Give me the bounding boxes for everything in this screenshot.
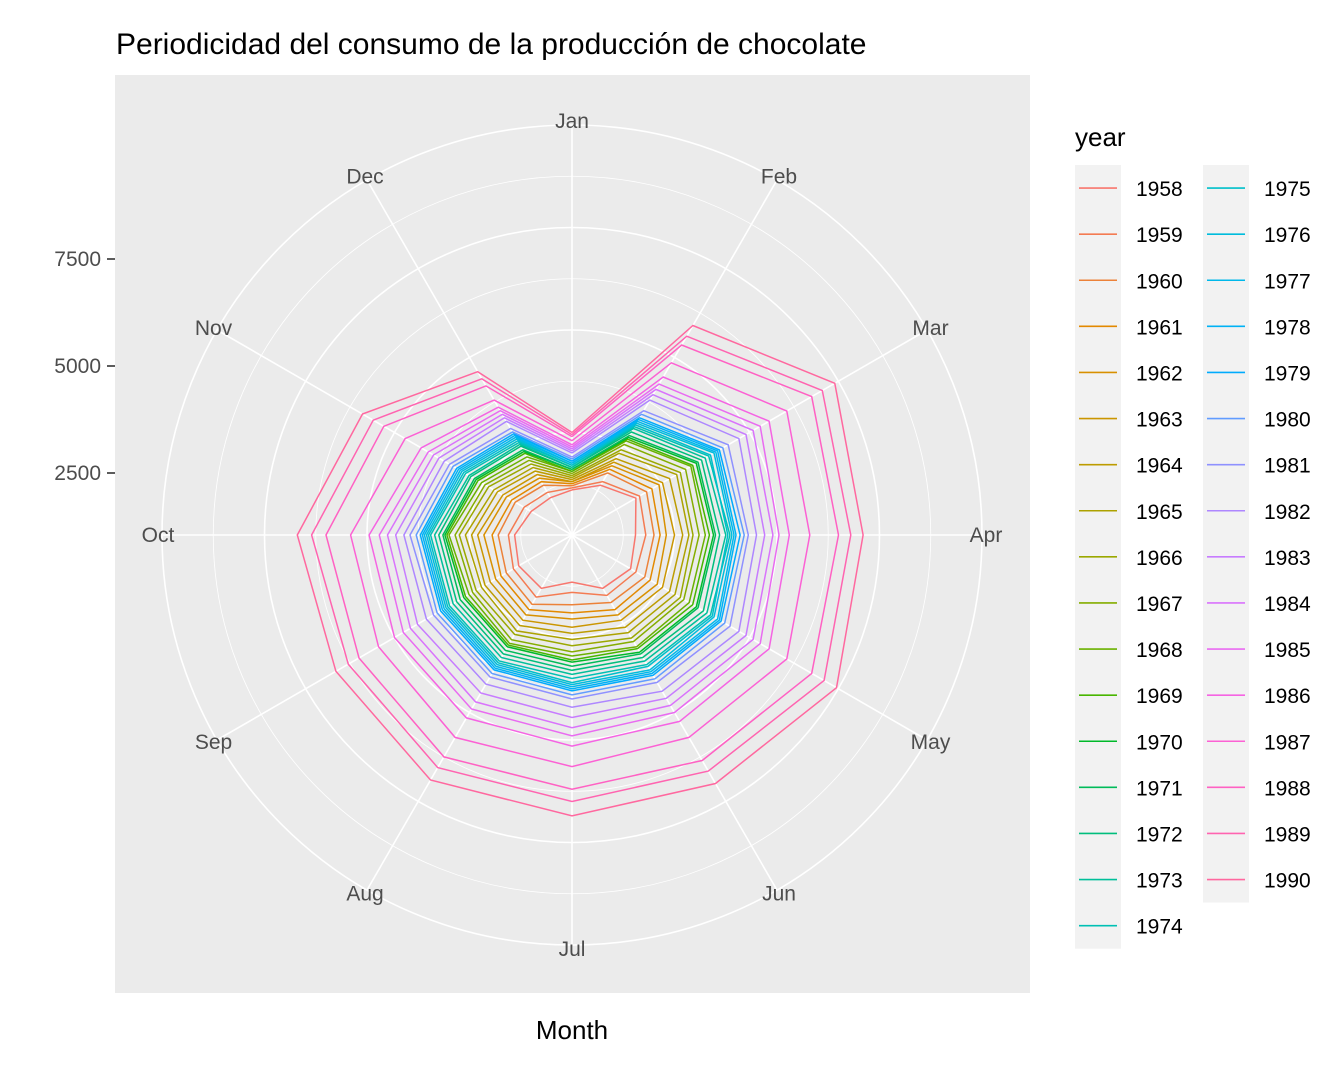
- month-label: Jan: [555, 110, 589, 133]
- legend-label-1965: 1965: [1136, 501, 1183, 524]
- legend-label-1981: 1981: [1264, 455, 1311, 478]
- series-layer: [296, 324, 864, 817]
- series-line-1965: [464, 452, 690, 641]
- series-line-1973: [433, 427, 727, 676]
- legend-label-1958: 1958: [1136, 178, 1183, 201]
- series-line-1974: [429, 425, 731, 680]
- series-line-1990: [296, 324, 864, 817]
- legend-label-1984: 1984: [1264, 593, 1311, 616]
- legend: year 1958 1959 1960 1961 1962 1963 1964 1965 196…: [1075, 122, 1311, 949]
- legend-label-1988: 1988: [1264, 777, 1311, 800]
- legend-label-1977: 1977: [1264, 270, 1311, 293]
- series-line-1967: [454, 443, 700, 653]
- legend-label-1989: 1989: [1264, 823, 1311, 846]
- grid-spoke: [571, 179, 778, 536]
- r-tick-label: 5000: [54, 355, 101, 378]
- series-line-1962: [483, 464, 668, 620]
- month-label: Aug: [346, 883, 383, 906]
- grid-spoke: [366, 179, 573, 536]
- month-label: Feb: [761, 166, 797, 189]
- legend-label-1987: 1987: [1264, 731, 1311, 754]
- series-line-1975: [427, 424, 729, 684]
- series-line-1972: [437, 431, 721, 672]
- legend-label-1968: 1968: [1136, 639, 1183, 662]
- legend-label-1978: 1978: [1264, 316, 1311, 339]
- month-label: Dec: [346, 166, 383, 189]
- legend-label-1966: 1966: [1136, 547, 1183, 570]
- legend-label-1971: 1971: [1136, 777, 1183, 800]
- series-line-1988: [325, 344, 840, 790]
- chart-title: Periodicidad del consumo de la producció…: [116, 28, 866, 61]
- legend-label-1964: 1964: [1136, 455, 1183, 478]
- legend-label-1973: 1973: [1136, 870, 1183, 893]
- series-line-1966: [458, 448, 694, 647]
- series-line-1969: [446, 438, 711, 661]
- legend-label-1982: 1982: [1264, 501, 1311, 524]
- series-line-1979: [419, 416, 741, 692]
- legend-label-1986: 1986: [1264, 685, 1311, 708]
- series-line-1987: [349, 361, 811, 768]
- legend-label-1961: 1961: [1136, 316, 1183, 339]
- legend-label-1962: 1962: [1136, 362, 1183, 385]
- month-label: Sep: [195, 731, 232, 754]
- series-line-1980: [415, 413, 745, 696]
- legend-label-1985: 1985: [1264, 639, 1311, 662]
- series-line-1986: [368, 376, 791, 747]
- series-line-1982: [403, 399, 758, 708]
- r-tick-label: 2500: [54, 462, 101, 485]
- series-line-1971: [442, 434, 717, 667]
- series-line-1983: [394, 393, 766, 719]
- month-label: Jun: [762, 883, 796, 906]
- month-label: Oct: [142, 524, 175, 547]
- series-line-1961: [491, 468, 661, 614]
- x-axis-label: Month: [536, 1015, 608, 1045]
- month-label: Mar: [912, 317, 948, 340]
- month-label: Apr: [970, 524, 1003, 547]
- grid-spoke: [366, 534, 573, 891]
- legend-title: year: [1075, 122, 1126, 152]
- legend-label-1979: 1979: [1264, 362, 1311, 385]
- radial-axis: 2500 5000 7500: [54, 248, 115, 485]
- legend-label-1959: 1959: [1136, 224, 1183, 247]
- grid-spoke: [571, 329, 928, 536]
- series-line-1970: [444, 436, 715, 663]
- r-tick-label: 7500: [54, 248, 101, 271]
- series-line-1958: [513, 484, 637, 590]
- legend-label-1976: 1976: [1264, 224, 1311, 247]
- legend-label-1975: 1975: [1264, 178, 1311, 201]
- series-line-1989: [310, 335, 852, 803]
- month-label: Jul: [559, 938, 586, 961]
- series-line-1964: [470, 457, 684, 635]
- legend-label-1972: 1972: [1136, 823, 1183, 846]
- legend-key-bg: [1203, 165, 1249, 903]
- month-label: May: [911, 731, 951, 754]
- month-label: Nov: [195, 317, 233, 340]
- series-line-1977: [423, 420, 735, 688]
- legend-label-1970: 1970: [1136, 731, 1183, 754]
- series-line-1978: [421, 418, 737, 690]
- series-line-1985: [378, 383, 780, 737]
- legend-label-1969: 1969: [1136, 685, 1183, 708]
- series-line-1981: [409, 409, 750, 700]
- month-labels: Jan Feb Mar Apr May Jun Jul Aug Sep Oct Nov Dec: [142, 110, 1003, 961]
- legend-label-1990: 1990: [1264, 870, 1311, 893]
- series-line-1960: [497, 472, 655, 606]
- legend-label-1960: 1960: [1136, 270, 1183, 293]
- series-line-1984: [386, 388, 774, 729]
- legend-label-1974: 1974: [1136, 916, 1183, 939]
- grid-spoke: [216, 329, 573, 536]
- series-line-1963: [476, 461, 676, 629]
- legend-label-1980: 1980: [1264, 409, 1311, 432]
- series-line-1976: [425, 422, 733, 686]
- series-line-1968: [448, 440, 707, 657]
- legend-label-1983: 1983: [1264, 547, 1311, 570]
- legend-label-1967: 1967: [1136, 593, 1183, 616]
- series-line-1959: [507, 480, 647, 598]
- legend-label-1963: 1963: [1136, 409, 1183, 432]
